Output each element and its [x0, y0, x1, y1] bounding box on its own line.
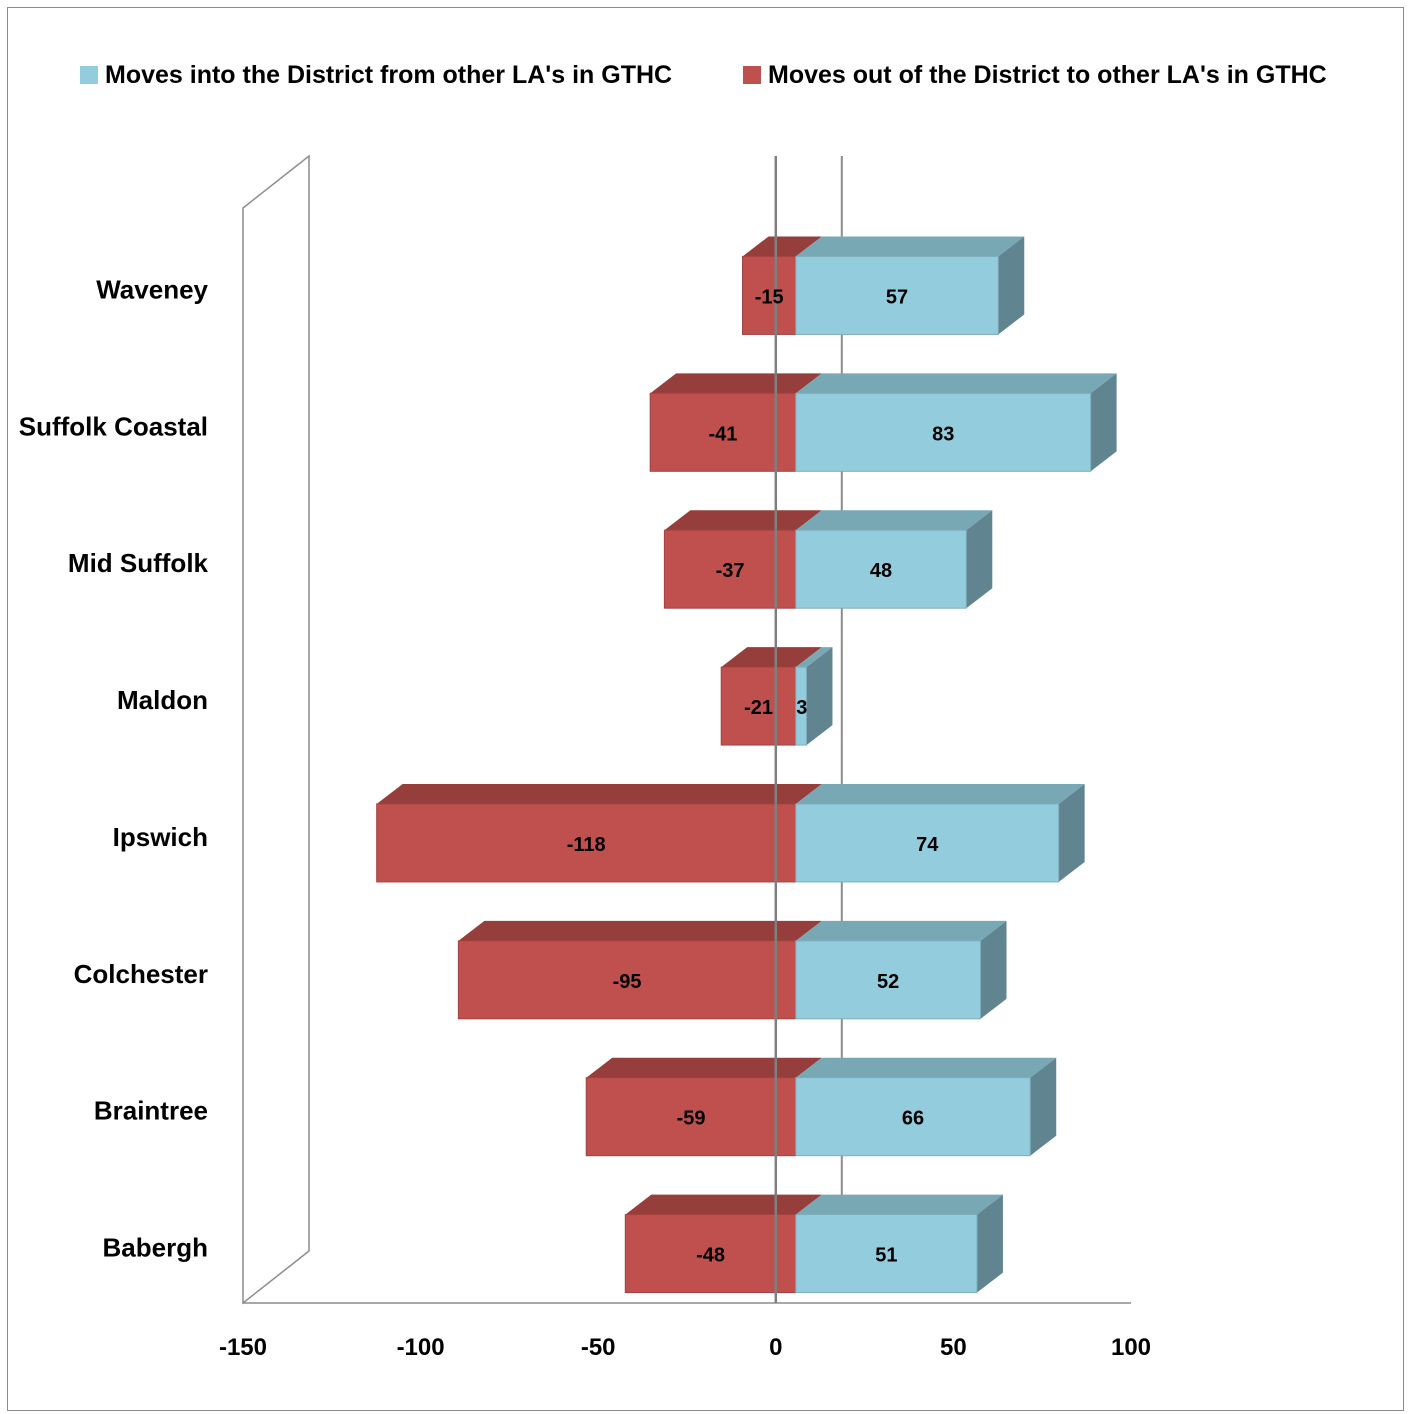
legend-label: Moves into the District from other LA's … — [105, 61, 672, 89]
bar-in-top — [795, 647, 833, 668]
bar-in — [795, 1077, 1031, 1157]
bar-in-side — [980, 920, 1007, 1019]
category-label: Colchester — [74, 959, 208, 989]
bar-in — [795, 392, 1092, 472]
category-label: Waveney — [96, 274, 208, 304]
legend-label: Moves out of the District to other LA's … — [768, 61, 1327, 89]
data-label-out: -21 — [744, 697, 773, 719]
bar-out-top — [625, 1194, 822, 1215]
data-label-in: 74 — [916, 834, 939, 856]
data-label-in: 3 — [796, 697, 807, 719]
data-label-out: -118 — [567, 834, 606, 856]
x-tick-label: -100 — [397, 1334, 445, 1361]
bar-in-top — [795, 1057, 1057, 1078]
data-label-in: 52 — [877, 971, 899, 993]
bars — [376, 236, 1117, 1294]
data-label-out: -37 — [716, 560, 745, 582]
bar-in-side — [966, 510, 993, 609]
bar-out-top — [650, 373, 822, 394]
data-label-out: -48 — [696, 1245, 725, 1267]
bar-in — [795, 803, 1060, 883]
bar-in — [795, 529, 967, 609]
data-label-in: 48 — [870, 560, 892, 582]
bar-out-top — [458, 920, 822, 941]
bar-in-top — [795, 783, 1085, 804]
data-label-in: 51 — [875, 1245, 897, 1267]
bar-out-top — [664, 510, 822, 531]
bar-in — [795, 1214, 978, 1294]
legend: Moves into the District from other LA's … — [80, 61, 1327, 89]
bar-out-top — [742, 236, 822, 257]
bar-in-side — [806, 647, 833, 746]
bar-out — [742, 255, 797, 335]
labels: -15 57 Waveney -41 83 Suffolk Coastal -37 48 Mid… — [19, 274, 955, 1266]
side-wall — [242, 154, 310, 1305]
bar-in-top — [795, 236, 1025, 257]
data-label-out: -59 — [677, 1108, 706, 1130]
bar-in-top — [795, 510, 993, 531]
x-tick-label: -150 — [219, 1334, 267, 1361]
x-tick-label: -50 — [581, 1334, 616, 1361]
category-label: Braintree — [94, 1096, 208, 1126]
bar-in-side — [1030, 1057, 1057, 1156]
data-label-in: 57 — [886, 286, 908, 308]
data-label-in: 66 — [902, 1108, 924, 1130]
bar-out — [720, 666, 797, 746]
x-tick-label: 50 — [940, 1334, 967, 1361]
legend-swatch — [80, 66, 98, 84]
bar-in — [795, 666, 807, 746]
bar-in-top — [795, 920, 1007, 941]
data-label-out: -15 — [755, 286, 784, 308]
category-label: Suffolk Coastal — [19, 411, 208, 441]
bar-in — [795, 255, 999, 335]
bar-out-top — [376, 783, 822, 804]
bar-in-side — [998, 236, 1025, 335]
bar-out-top — [586, 1057, 822, 1078]
category-label: Maldon — [117, 685, 208, 715]
bar-out — [585, 1077, 797, 1157]
category-label: Ipswich — [113, 822, 208, 852]
category-label: Mid Suffolk — [68, 548, 209, 578]
bar-in-top — [795, 373, 1117, 394]
data-label-out: -95 — [613, 971, 642, 993]
bar-in-side — [1058, 783, 1085, 882]
axes: -150 -100 -50 0 50 100 — [219, 156, 1151, 1361]
bar-in-top — [795, 1194, 1003, 1215]
bar-in-side — [1090, 373, 1117, 472]
bar-out — [624, 1214, 797, 1294]
legend-swatch — [743, 66, 761, 84]
x-tick-label: 100 — [1111, 1334, 1151, 1361]
chart-frame — [7, 7, 1404, 1411]
bar-out — [663, 529, 797, 609]
category-label: Babergh — [103, 1233, 208, 1263]
data-label-in: 83 — [932, 423, 954, 445]
bar-out-top — [721, 647, 822, 668]
x-tick-label: 0 — [769, 1334, 782, 1361]
data-label-out: -41 — [709, 423, 738, 445]
bar-in — [795, 940, 982, 1020]
bar-in-side — [976, 1194, 1003, 1293]
bar-out — [376, 803, 797, 883]
bar-out — [457, 940, 797, 1020]
